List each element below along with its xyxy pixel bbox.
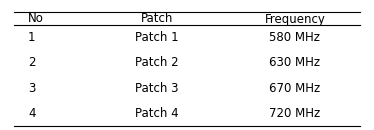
Text: 1: 1 — [28, 31, 36, 44]
Text: Frequency: Frequency — [264, 12, 325, 25]
Text: 3: 3 — [28, 82, 36, 95]
Text: 720 MHz: 720 MHz — [269, 107, 321, 120]
Text: 580 MHz: 580 MHz — [270, 31, 321, 44]
Text: 4: 4 — [28, 107, 36, 120]
Text: No: No — [28, 12, 44, 25]
Text: 2: 2 — [28, 56, 36, 69]
Text: Patch 4: Patch 4 — [135, 107, 179, 120]
Text: Patch 3: Patch 3 — [135, 82, 179, 95]
Text: Patch: Patch — [141, 12, 173, 25]
Text: Patch 2: Patch 2 — [135, 56, 179, 69]
Text: Patch 1: Patch 1 — [135, 31, 179, 44]
Text: 630 MHz: 630 MHz — [269, 56, 321, 69]
Text: 670 MHz: 670 MHz — [269, 82, 321, 95]
